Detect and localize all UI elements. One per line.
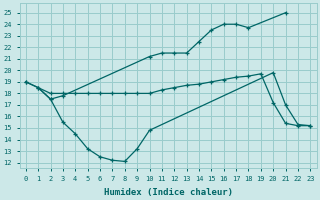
X-axis label: Humidex (Indice chaleur): Humidex (Indice chaleur) bbox=[104, 188, 233, 197]
